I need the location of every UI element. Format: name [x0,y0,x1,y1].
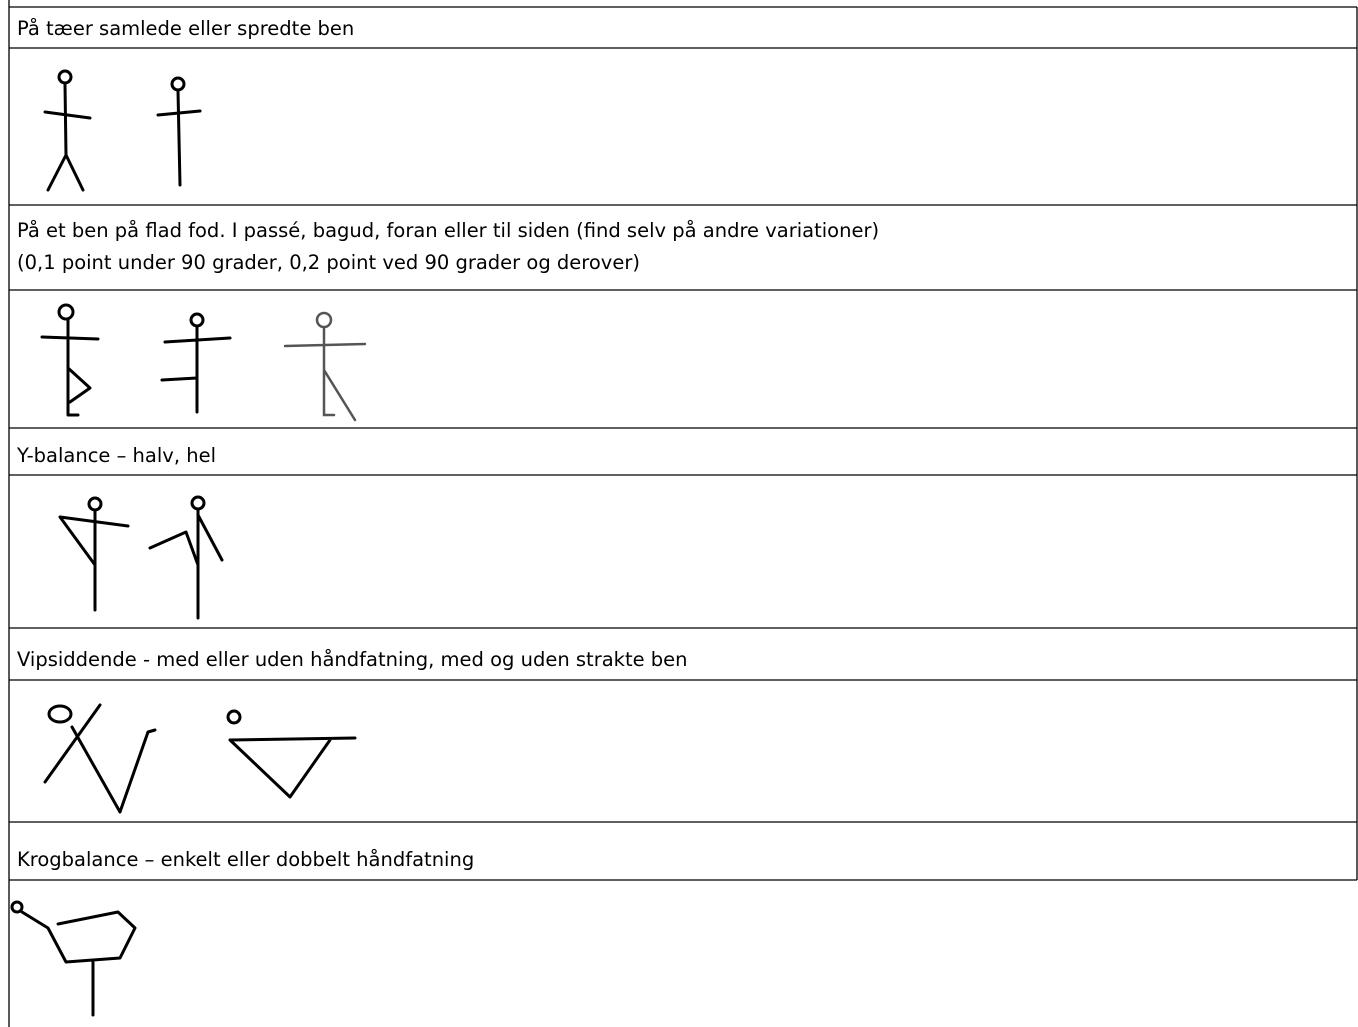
row-text: På et ben på flad fod. I passé, bagud, f… [17,219,879,242]
stick-figure-hook [10,900,137,1017]
row-text: Vipsiddende - med eller uden håndfatning… [17,648,688,671]
row-text: (0,1 point under 90 grader, 0,2 point ve… [17,251,640,274]
row-text: Krogbalance – enkelt eller dobbelt håndf… [17,848,474,871]
row-text: På tæer samlede eller spredte ben [17,17,354,40]
row-text: Y-balance – halv, hel [16,444,216,467]
stick-figures-one-leg [40,303,367,422]
stick-figures-v-sit [43,703,357,814]
stick-figures-y-balance [58,495,224,620]
table-borders [8,0,1358,1027]
stick-figures-toes [43,69,202,192]
